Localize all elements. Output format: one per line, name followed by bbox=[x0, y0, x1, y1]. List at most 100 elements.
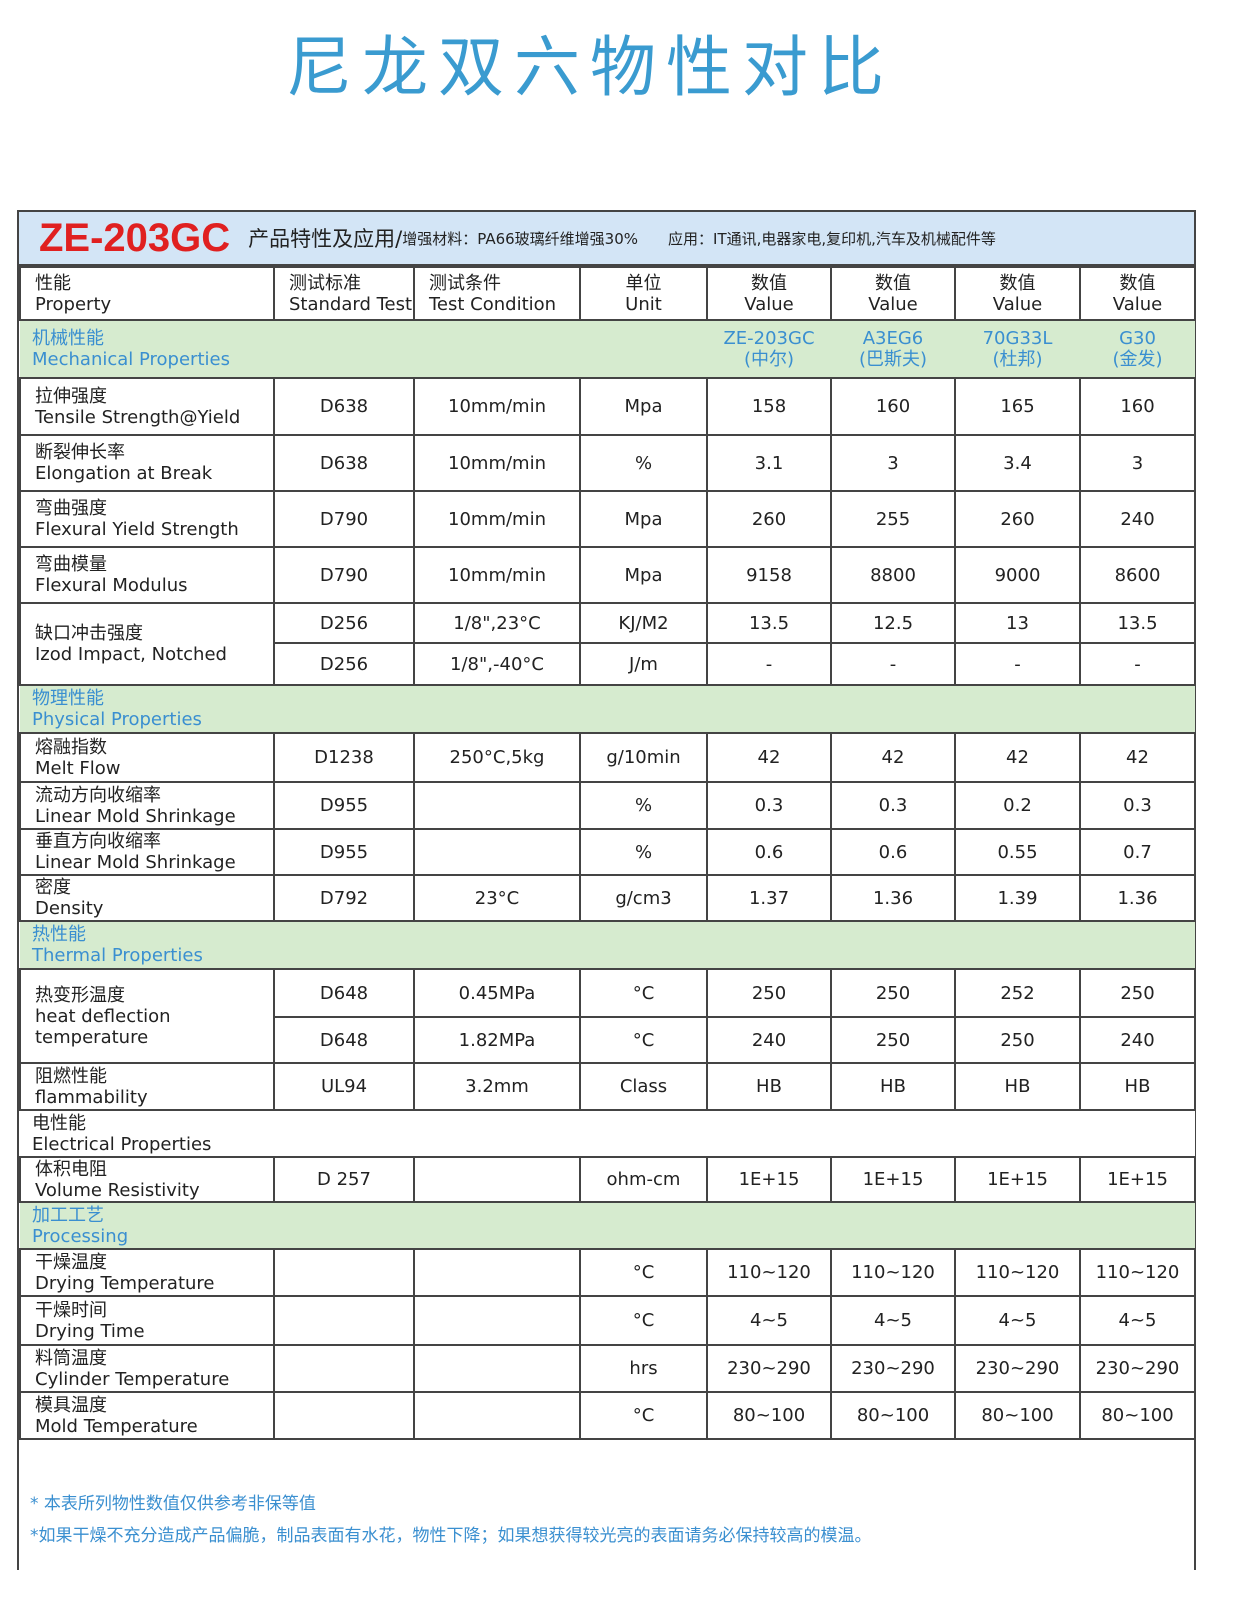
table-row: 干燥温度 Drying Temperature °C 110~120 110~120 11… bbox=[19, 1248, 1196, 1297]
column-header: 数值 Value bbox=[954, 266, 1081, 321]
unit: °C bbox=[579, 1016, 708, 1064]
property-name-text: Flexural Yield Strength bbox=[35, 519, 239, 540]
section-title-text: 物理性能 bbox=[32, 688, 104, 709]
value-cell-text: 240 bbox=[1120, 1029, 1155, 1051]
property-name-text: heat deflection temperature bbox=[35, 1005, 171, 1048]
property-name-text: 料筒温度 bbox=[35, 1347, 107, 1369]
value-cell-text: 8800 bbox=[870, 564, 916, 586]
value-cell: 3.4 bbox=[954, 434, 1081, 492]
value-cell-text: 1E+15 bbox=[1107, 1169, 1168, 1190]
value-cell-text: 110~120 bbox=[1095, 1262, 1180, 1283]
property-name-text: Density bbox=[35, 898, 104, 919]
table-row: 熔融指数 Melt Flow D1238 250°C,5kg g/10min 42 42 42… bbox=[19, 732, 1196, 783]
test-condition-text: 1/8",23°C bbox=[453, 612, 541, 634]
table-row: 料筒温度 Cylinder Temperature hrs 230~290 230~29… bbox=[19, 1344, 1196, 1393]
value-cell: 3 bbox=[830, 434, 956, 492]
property-name: 缺口冲击强度 Izod Impact, Notched bbox=[19, 602, 275, 686]
standard-test-text: D638 bbox=[319, 452, 369, 474]
standard-test: UL94 bbox=[273, 1062, 415, 1111]
unit: g/cm3 bbox=[579, 874, 708, 922]
value-cell-text: 250 bbox=[1000, 1029, 1035, 1051]
property-name-text: 弯曲强度 bbox=[35, 498, 107, 519]
test-condition: 1.82MPa bbox=[413, 1016, 581, 1064]
value-cell: 42 bbox=[954, 732, 1081, 783]
property-name: 弯曲强度 Flexural Yield Strength bbox=[19, 490, 275, 548]
unit-text: KJ/M2 bbox=[618, 612, 669, 634]
value-cell-text: 240 bbox=[1120, 508, 1155, 530]
unit: ohm-cm bbox=[579, 1156, 708, 1203]
section-title-text: 加工工艺 bbox=[32, 1204, 104, 1226]
value-cell-text: 3 bbox=[1131, 452, 1144, 474]
value-cell-text: 0.6 bbox=[754, 841, 784, 863]
value-cell-text: 250 bbox=[875, 1029, 911, 1051]
column-header: 单位 Unit bbox=[579, 266, 708, 321]
standard-test-text: D955 bbox=[319, 795, 369, 816]
property-name-text: Flexural Modulus bbox=[35, 575, 188, 596]
value-cell: 110~120 bbox=[1079, 1248, 1196, 1297]
value-cell: 12.5 bbox=[830, 602, 956, 644]
value-cell-text: 3.1 bbox=[754, 452, 784, 474]
unit: % bbox=[579, 781, 708, 830]
property-name-text: Izod Impact, Notched bbox=[35, 644, 227, 665]
property-name-text: Cylinder Temperature bbox=[35, 1368, 230, 1390]
test-condition: 1/8",-40°C bbox=[413, 642, 581, 686]
value-cell-text: - bbox=[1014, 653, 1021, 675]
table-row: D256 1/8",-40°C J/m - - - - bbox=[20, 642, 1196, 686]
property-name-text: 垂直方向收缩率 bbox=[35, 831, 161, 852]
product-name-text: 70G33L bbox=[982, 328, 1053, 349]
unit: Mpa bbox=[579, 490, 708, 548]
value-cell-text: 12.5 bbox=[872, 612, 914, 634]
property-name: 断裂伸长率 Elongation at Break bbox=[19, 434, 275, 492]
section-title-text: Physical Properties bbox=[32, 709, 202, 730]
value-cell-text: 1E+15 bbox=[987, 1169, 1048, 1190]
value-cell: 240 bbox=[1079, 1016, 1196, 1064]
test-condition-text: 10mm/min bbox=[448, 452, 546, 474]
unit: hrs bbox=[579, 1344, 708, 1393]
value-cell-text: 13.5 bbox=[1117, 612, 1158, 634]
test-condition: 250°C,5kg bbox=[413, 732, 581, 783]
table-row: 热变形温度 heat deflection temperature D648 0.45… bbox=[19, 968, 1196, 1064]
standard-test bbox=[273, 1295, 415, 1346]
value-cell: 160 bbox=[1079, 377, 1196, 436]
value-cell: 8800 bbox=[830, 546, 956, 604]
table-row: 断裂伸长率 Elongation at Break D638 10mm/min% 3.1… bbox=[19, 434, 1196, 492]
unit: J/m bbox=[579, 642, 708, 686]
unit: °C bbox=[579, 968, 708, 1018]
property-name-text: Linear Mold Shrinkage bbox=[35, 805, 236, 827]
unit: °C bbox=[579, 1295, 708, 1346]
standard-test-text: D256 bbox=[319, 612, 369, 634]
value-cell: 110~120 bbox=[830, 1248, 956, 1297]
property-name: 流动方向收缩率 Linear Mold Shrinkage bbox=[19, 781, 275, 830]
value-cell-text: 9158 bbox=[746, 564, 792, 586]
value-cell-text: 1E+15 bbox=[862, 1169, 924, 1190]
table-row: 弯曲模量 Flexural Modulus D790 10mm/min Mpa 9158 8… bbox=[19, 546, 1196, 604]
value-cell-text: - bbox=[1134, 653, 1141, 675]
value-cell: HB bbox=[954, 1062, 1081, 1111]
value-cell-text: HB bbox=[756, 1076, 782, 1097]
value-cell-text: 1.36 bbox=[872, 887, 914, 909]
unit-text: g/10min bbox=[606, 747, 681, 768]
property-name: 模具温度 Mold Temperature bbox=[19, 1391, 275, 1440]
table-row: 拉伸强度 Tensile Strength@Yield D638 10mm/min Mp… bbox=[19, 377, 1196, 436]
value-cell: 0.3 bbox=[1079, 781, 1196, 830]
standard-test-text: D256 bbox=[319, 653, 369, 675]
value-cell-text: 42 bbox=[881, 747, 905, 768]
test-condition-text: 10mm/min bbox=[448, 508, 546, 530]
value-cell: 165 bbox=[954, 377, 1081, 436]
product-name-text: (巴斯夫) bbox=[858, 349, 928, 370]
product-name: 70G33L (杜邦) bbox=[955, 319, 1080, 379]
column-header-text: Property bbox=[35, 293, 112, 315]
section-title-text: 电性能 bbox=[32, 1112, 86, 1134]
value-cell-text: 13.5 bbox=[748, 612, 790, 634]
value-cell-text: 0.7 bbox=[1123, 841, 1152, 863]
value-cell: 4~5 bbox=[706, 1295, 832, 1346]
value-cell: 230~290 bbox=[830, 1344, 956, 1393]
value-cell: 0.3 bbox=[706, 781, 832, 830]
value-cell-text: 160 bbox=[1120, 396, 1155, 417]
test-condition: 10mm/min bbox=[413, 377, 581, 436]
value-cell: 0.7 bbox=[1079, 828, 1196, 876]
value-cell-text: 0.6 bbox=[878, 841, 908, 863]
property-name-text: 干燥温度 bbox=[35, 1251, 107, 1273]
value-cell: 1.36 bbox=[830, 874, 956, 922]
value-cell-text: 230~290 bbox=[1095, 1358, 1180, 1379]
